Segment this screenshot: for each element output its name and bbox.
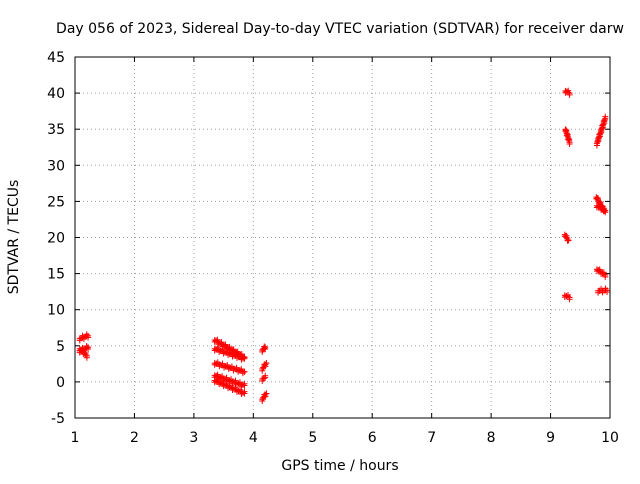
data-point	[218, 339, 225, 346]
data-point	[213, 378, 220, 385]
x-tick-label: 2	[130, 430, 139, 446]
data-point	[599, 206, 606, 213]
y-tick-label: 10	[47, 303, 65, 319]
x-tick-label: 6	[368, 430, 377, 446]
data-point	[241, 380, 248, 387]
y-tick-label: 20	[47, 231, 65, 247]
data-point	[213, 346, 220, 353]
data-point	[597, 199, 604, 206]
data-point	[226, 377, 233, 384]
data-point	[241, 353, 248, 360]
data-point	[594, 195, 601, 202]
data-point	[226, 383, 233, 390]
data-point	[241, 388, 248, 395]
data-point	[235, 387, 242, 394]
data-point	[563, 232, 570, 239]
y-tick-label: 25	[47, 194, 65, 210]
data-point	[604, 289, 611, 296]
chart-title: Day 056 of 2023, Sidereal Day-to-day VTE…	[56, 21, 624, 37]
data-point	[565, 237, 572, 244]
data-point	[600, 269, 607, 276]
data-point	[83, 354, 90, 361]
data-point	[596, 202, 603, 209]
data-point	[602, 273, 609, 280]
data-point	[238, 383, 245, 390]
data-point	[602, 113, 609, 120]
data-point	[260, 375, 267, 382]
data-point	[85, 334, 92, 341]
data-point	[565, 87, 572, 94]
data-point	[259, 398, 266, 405]
data-point	[601, 205, 608, 212]
x-tick-label: 4	[249, 430, 258, 446]
data-point	[262, 393, 269, 400]
data-point	[222, 375, 229, 382]
data-point	[241, 368, 248, 375]
y-axis-label: SDTVAR / TECUs	[6, 180, 22, 295]
y-tick-label: 40	[47, 86, 65, 102]
data-point	[79, 346, 86, 353]
y-tick-label: -5	[51, 411, 65, 427]
x-axis-label: GPS time / hours	[281, 458, 398, 474]
data-point	[238, 356, 245, 363]
plot-frame	[74, 56, 611, 419]
data-point	[231, 378, 238, 385]
y-tick-label: 0	[56, 375, 65, 391]
data-point	[259, 367, 266, 374]
data-point	[263, 390, 270, 397]
data-point	[566, 91, 573, 98]
x-tick-label: 10	[601, 430, 619, 446]
data-point	[226, 343, 233, 350]
data-point	[226, 350, 233, 357]
data-point	[85, 346, 92, 353]
data-point	[259, 348, 266, 355]
x-tick-label: 1	[71, 430, 80, 446]
data-point	[235, 353, 242, 360]
data-point	[263, 360, 270, 367]
data-point	[566, 296, 573, 303]
y-tick-label: 35	[47, 122, 65, 138]
data-point	[83, 331, 90, 338]
data-point	[259, 377, 266, 384]
data-point	[222, 349, 229, 356]
data-point	[217, 374, 224, 381]
data-point	[231, 352, 238, 359]
data-point	[217, 347, 224, 354]
data-point	[563, 292, 570, 299]
y-tick-label: 15	[47, 267, 65, 283]
data-point	[213, 372, 220, 379]
data-point	[230, 346, 237, 353]
data-points	[76, 87, 611, 405]
data-point	[261, 343, 268, 350]
x-tick-label: 3	[189, 430, 198, 446]
data-point	[239, 355, 246, 362]
data-point	[262, 372, 269, 379]
data-point	[82, 349, 89, 356]
data-point	[217, 380, 224, 387]
x-tick-label: 9	[546, 430, 555, 446]
x-tick-label: 8	[487, 430, 496, 446]
x-tick-label: 5	[308, 430, 317, 446]
data-point	[235, 380, 242, 387]
data-point	[222, 382, 229, 389]
data-point	[563, 88, 570, 95]
y-tick-label: 45	[47, 50, 65, 66]
data-point	[596, 266, 603, 273]
y-tick-label: 5	[56, 339, 65, 355]
grid	[75, 57, 610, 418]
data-point	[222, 341, 229, 348]
data-point	[239, 389, 246, 396]
data-point	[83, 343, 90, 350]
data-point	[262, 363, 269, 370]
data-point	[262, 346, 269, 353]
y-tick-label: 30	[47, 158, 65, 174]
data-point	[214, 336, 221, 343]
data-point	[239, 382, 246, 389]
data-point	[231, 385, 238, 392]
data-point	[566, 141, 573, 148]
x-tick-label: 7	[427, 430, 436, 446]
